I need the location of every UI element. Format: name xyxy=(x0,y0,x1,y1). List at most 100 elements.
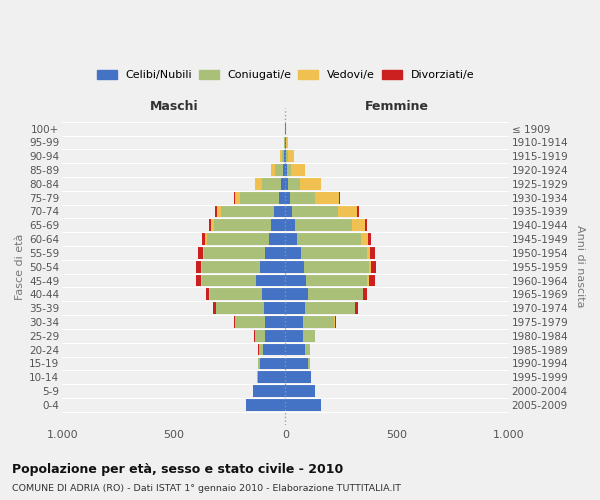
Bar xyxy=(286,192,290,203)
Bar xyxy=(253,385,286,397)
Bar xyxy=(335,316,336,328)
Bar xyxy=(200,261,202,272)
Bar xyxy=(286,164,287,176)
Bar xyxy=(265,247,286,259)
Bar xyxy=(306,274,367,286)
Bar xyxy=(275,164,283,176)
Bar xyxy=(308,288,363,300)
Text: Maschi: Maschi xyxy=(149,100,198,114)
Bar xyxy=(196,274,201,286)
Bar xyxy=(256,330,265,342)
Bar xyxy=(367,247,370,259)
Bar xyxy=(314,330,316,342)
Bar xyxy=(235,192,240,203)
Bar xyxy=(368,233,371,245)
Bar xyxy=(286,344,305,355)
Bar xyxy=(216,302,264,314)
Bar xyxy=(315,192,338,203)
Bar xyxy=(286,330,303,342)
Bar xyxy=(305,344,310,355)
Bar xyxy=(257,372,286,383)
Bar xyxy=(286,220,295,231)
Bar xyxy=(256,274,286,286)
Bar xyxy=(286,136,289,148)
Bar xyxy=(338,206,356,218)
Bar xyxy=(209,288,262,300)
Bar xyxy=(265,330,286,342)
Bar xyxy=(271,164,275,176)
Bar xyxy=(211,220,214,231)
Bar xyxy=(304,261,368,272)
Bar xyxy=(204,247,265,259)
Bar xyxy=(205,233,208,245)
Bar xyxy=(271,220,286,231)
Bar xyxy=(367,274,368,286)
Bar xyxy=(284,150,286,162)
Bar xyxy=(240,192,279,203)
Bar xyxy=(286,372,311,383)
Bar xyxy=(265,316,286,328)
Bar xyxy=(196,261,200,272)
Bar xyxy=(290,164,305,176)
Bar xyxy=(280,150,282,162)
Bar xyxy=(283,164,286,176)
Bar xyxy=(279,192,286,203)
Bar xyxy=(235,316,265,328)
Bar xyxy=(287,164,290,176)
Bar xyxy=(365,220,367,231)
Bar xyxy=(256,178,262,190)
Text: COMUNE DI ADRIA (RO) - Dati ISTAT 1° gennaio 2010 - Elaborazione TUTTITALIA.IT: COMUNE DI ADRIA (RO) - Dati ISTAT 1° gen… xyxy=(12,484,401,493)
Bar xyxy=(264,302,286,314)
Bar xyxy=(303,330,314,342)
Bar xyxy=(221,206,274,218)
Bar xyxy=(288,178,300,190)
Bar xyxy=(364,288,367,300)
Bar xyxy=(292,206,338,218)
Text: Popolazione per età, sesso e stato civile - 2010: Popolazione per età, sesso e stato civil… xyxy=(12,462,343,475)
Bar xyxy=(259,358,260,370)
Bar xyxy=(286,288,308,300)
Y-axis label: Anni di nascita: Anni di nascita xyxy=(575,226,585,308)
Bar xyxy=(338,192,340,203)
Bar xyxy=(203,247,204,259)
Bar xyxy=(286,150,288,162)
Bar xyxy=(288,150,294,162)
Bar xyxy=(233,192,235,203)
Y-axis label: Fasce di età: Fasce di età xyxy=(15,234,25,300)
Bar xyxy=(274,206,286,218)
Bar xyxy=(295,220,352,231)
Bar xyxy=(286,274,306,286)
Bar xyxy=(286,233,297,245)
Bar xyxy=(259,344,263,355)
Bar xyxy=(214,302,216,314)
Text: Femmine: Femmine xyxy=(365,100,429,114)
Bar xyxy=(361,233,368,245)
Bar xyxy=(308,358,310,370)
Bar xyxy=(198,247,203,259)
Bar xyxy=(302,316,334,328)
Bar xyxy=(370,247,375,259)
Bar xyxy=(260,358,286,370)
Bar xyxy=(300,178,321,190)
Bar xyxy=(284,136,285,148)
Bar xyxy=(285,136,286,148)
Bar xyxy=(352,220,365,231)
Bar xyxy=(286,206,292,218)
Bar xyxy=(202,274,256,286)
Bar xyxy=(262,178,281,190)
Bar xyxy=(202,233,205,245)
Bar xyxy=(301,247,367,259)
Bar xyxy=(355,302,358,314)
Bar xyxy=(286,178,288,190)
Bar xyxy=(233,316,235,328)
Bar xyxy=(282,150,284,162)
Bar xyxy=(286,385,315,397)
Bar xyxy=(305,302,355,314)
Bar xyxy=(214,220,271,231)
Bar xyxy=(202,261,260,272)
Bar xyxy=(290,192,315,203)
Bar xyxy=(286,247,301,259)
Bar xyxy=(286,399,321,410)
Bar xyxy=(269,233,286,245)
Bar xyxy=(286,302,305,314)
